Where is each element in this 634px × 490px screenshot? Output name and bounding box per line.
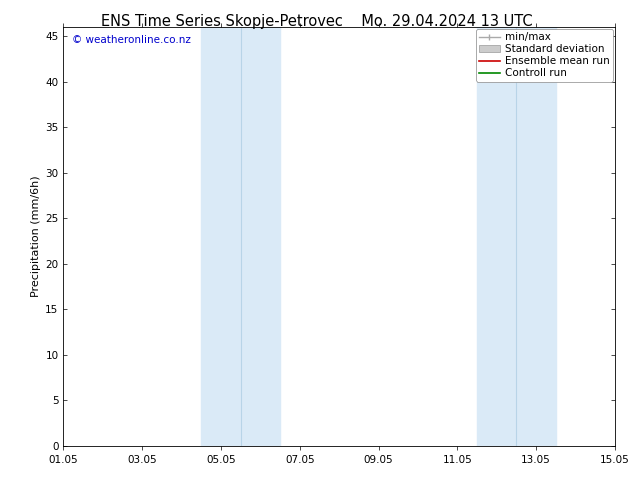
Y-axis label: Precipitation (mm/6h): Precipitation (mm/6h) xyxy=(31,175,41,297)
Bar xyxy=(477,27,556,446)
Legend: min/max, Standard deviation, Ensemble mean run, Controll run: min/max, Standard deviation, Ensemble me… xyxy=(476,29,613,81)
Text: © weatheronline.co.nz: © weatheronline.co.nz xyxy=(72,35,191,46)
Text: ENS Time Series Skopje-Petrovec    Mo. 29.04.2024 13 UTC: ENS Time Series Skopje-Petrovec Mo. 29.0… xyxy=(101,14,533,29)
Bar xyxy=(202,27,280,446)
